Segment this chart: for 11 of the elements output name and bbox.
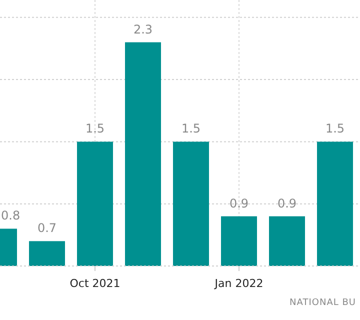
- data-label: 1.5: [325, 122, 345, 136]
- data-label: 0.7: [37, 221, 57, 236]
- data-label: 0.8: [1, 208, 20, 223]
- text: NATIONAL BU: [290, 298, 356, 308]
- data-label: 1.5: [85, 122, 105, 136]
- data-label: 2.3: [133, 22, 153, 36]
- x-tick-label: Jan 2022: [214, 277, 264, 290]
- x-tick-label: Oct 2021: [70, 277, 120, 290]
- data-label: 0.9: [277, 196, 297, 210]
- data-label: 0.9: [229, 196, 249, 210]
- data-label: 1.5: [181, 122, 201, 136]
